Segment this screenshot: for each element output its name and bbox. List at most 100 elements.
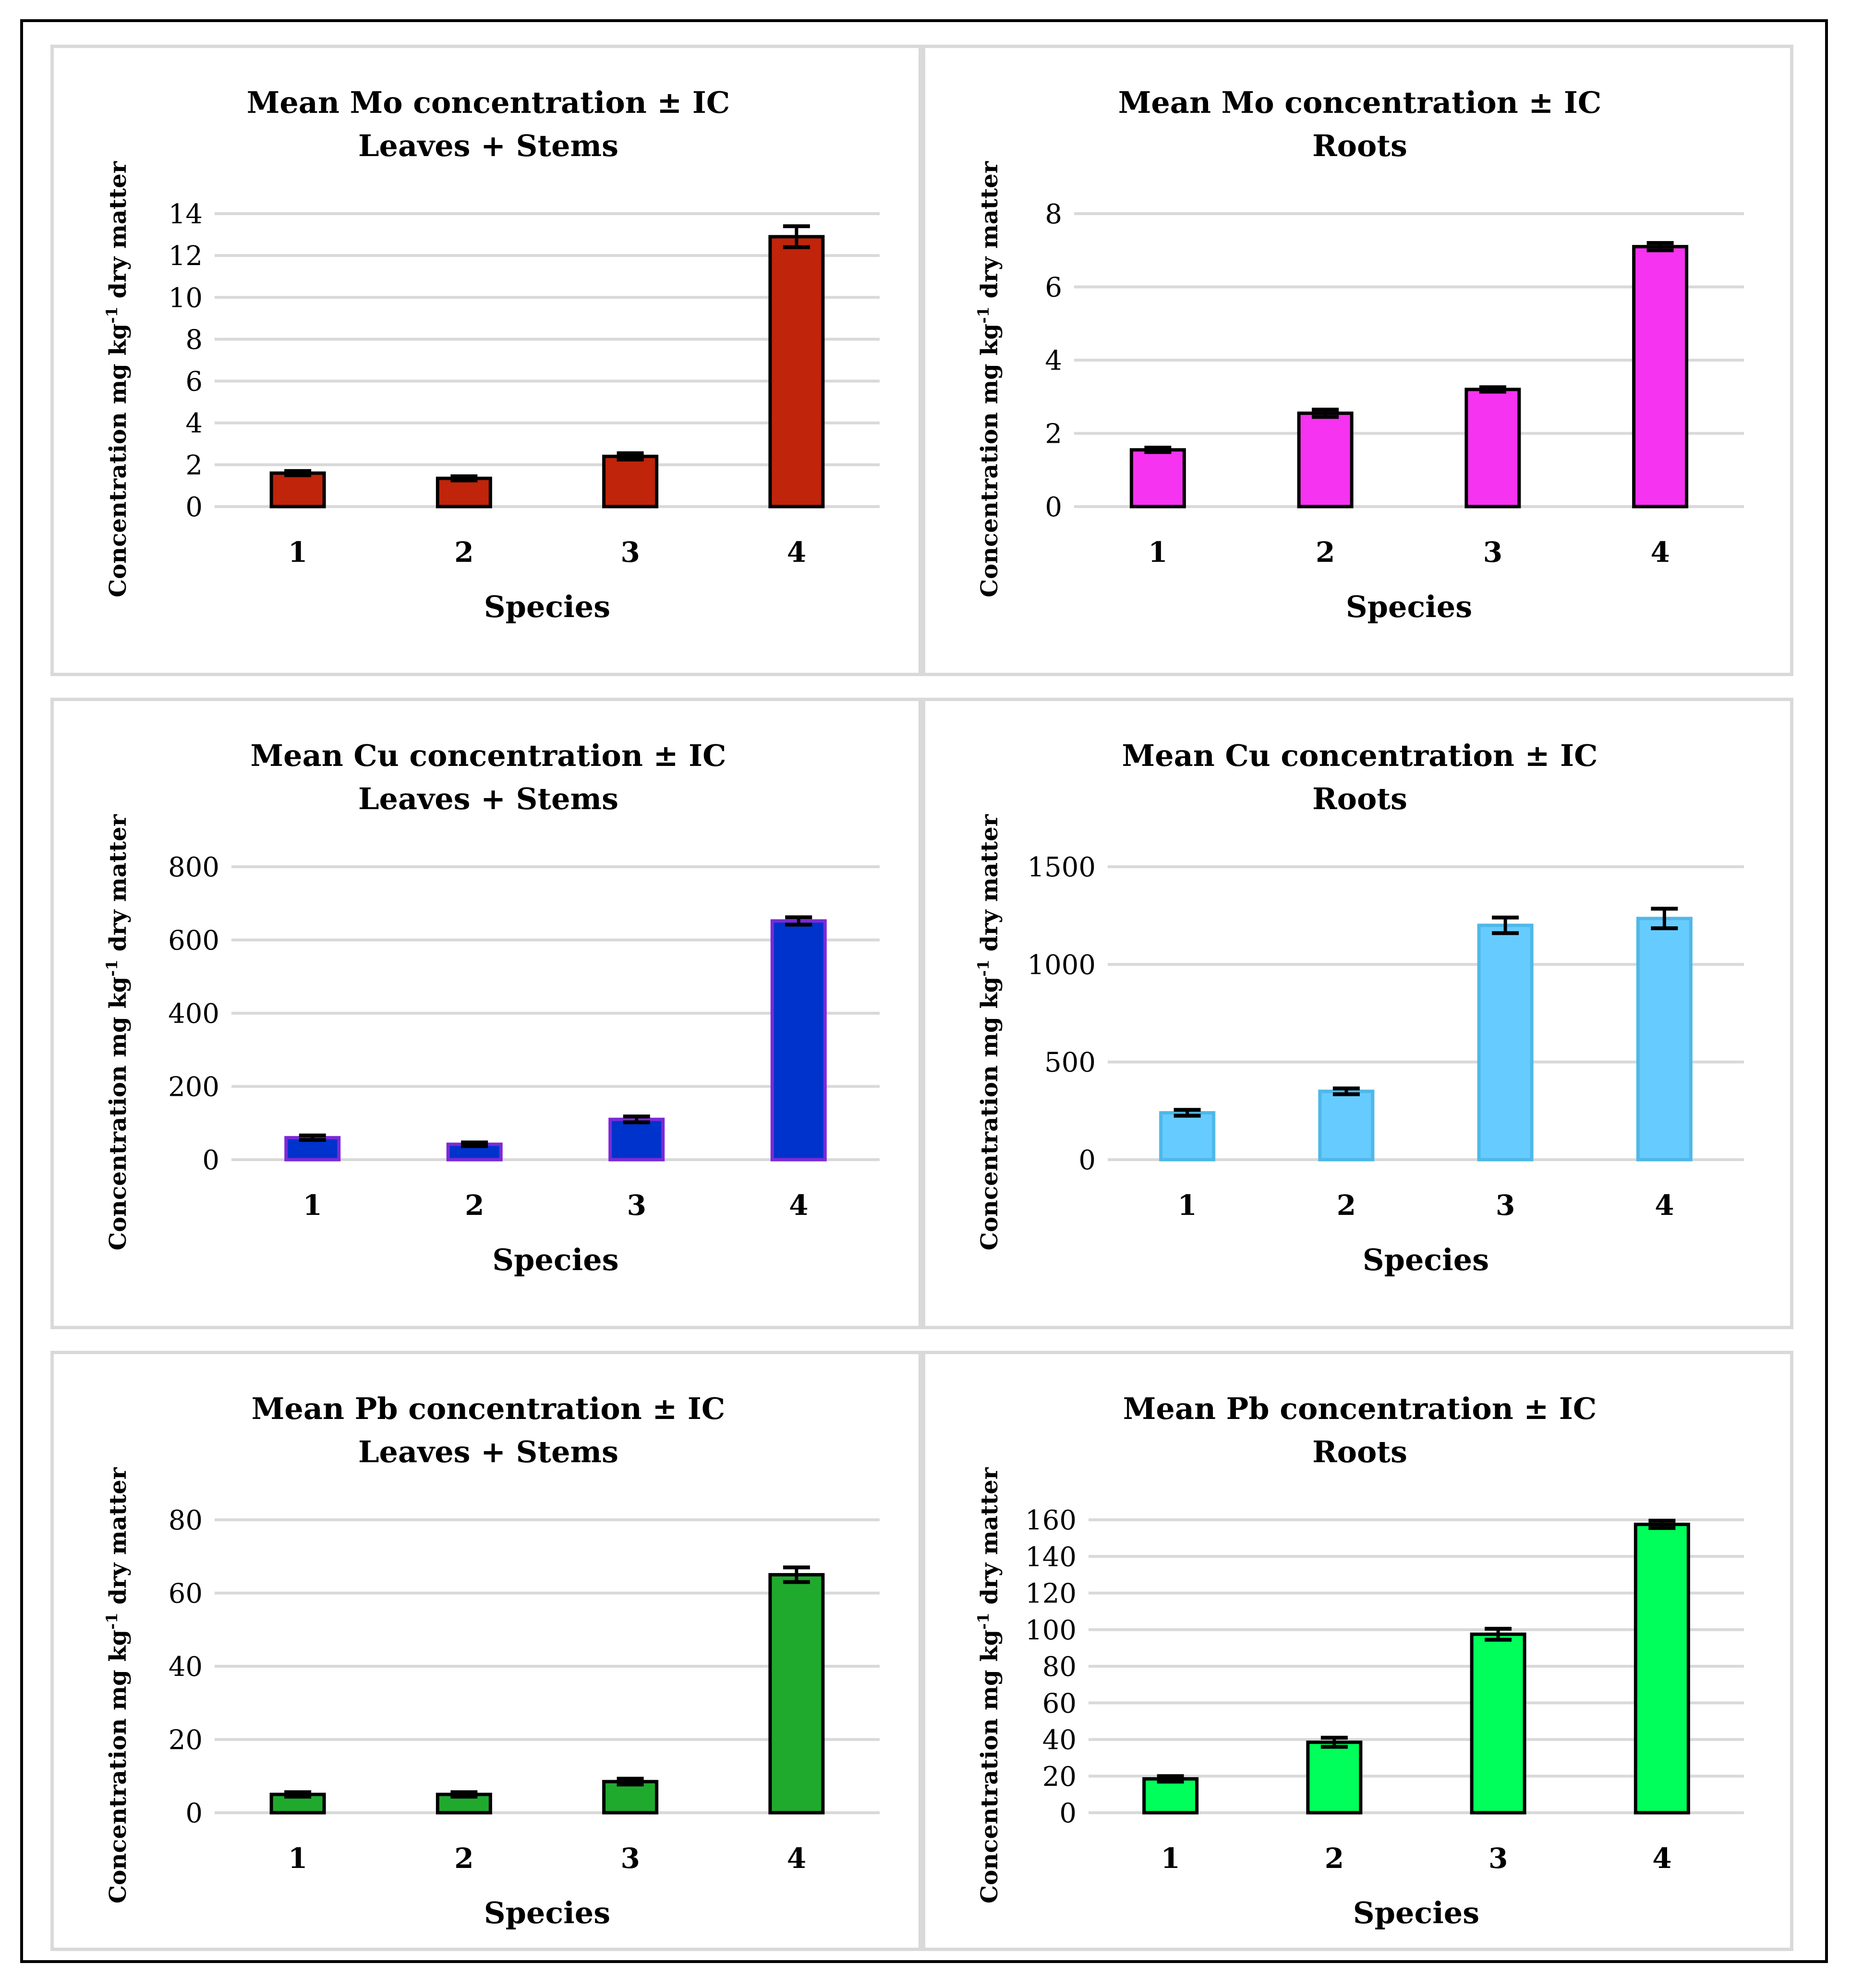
x-axis-label: Species xyxy=(484,589,610,624)
x-tick-label: 1 xyxy=(1177,1189,1197,1222)
chart-title: Mean Cu concentration ± IC xyxy=(251,738,726,773)
x-tick-label: 3 xyxy=(620,536,640,569)
bar-species-4 xyxy=(768,1573,825,1815)
x-tick-label: 4 xyxy=(1652,1842,1671,1875)
x-tick-label: 2 xyxy=(454,536,473,569)
x-axis-label: Species xyxy=(492,1242,618,1277)
chart-panel-mo-roots: Mean Mo concentration ± IC Roots 0 2 4 6 8 1 2 3 4… xyxy=(922,45,1793,676)
bar-species-4 xyxy=(770,919,827,1162)
y-tick-label: 0 xyxy=(1078,1145,1096,1176)
chart-svg: Mean Cu concentration ± IC Roots 0 500 1000 1… xyxy=(974,738,1744,1277)
y-tick-label: 40 xyxy=(169,1651,203,1683)
bar-species-1 xyxy=(269,471,326,509)
x-tick-label: 4 xyxy=(1650,536,1670,569)
chart-panel-cu-roots: Mean Cu concentration ± IC Roots 0 500 1000 1… xyxy=(922,698,1793,1329)
bar-species-4 xyxy=(1632,245,1689,509)
bar-species-2 xyxy=(1306,1740,1363,1815)
y-tick-label: 120 xyxy=(1025,1578,1077,1610)
x-tick-label: 3 xyxy=(620,1842,640,1875)
x-tick-label: 2 xyxy=(1337,1189,1356,1222)
y-axis-label: Concentration mg kg-1 dry matter xyxy=(974,1467,1003,1903)
bar-species-3 xyxy=(608,1117,665,1162)
y-axis-label: Concentration mg kg-1 dry matter xyxy=(974,161,1003,597)
x-tick-label: 2 xyxy=(465,1189,484,1222)
y-tick-label: 100 xyxy=(1025,1615,1077,1646)
y-tick-label: 6 xyxy=(1045,272,1062,303)
x-tick-label: 4 xyxy=(787,536,806,569)
x-tick-label: 2 xyxy=(1316,536,1335,569)
chart-panel-pb-leaves-stems: Mean Pb concentration ± IC Leaves + Stems… xyxy=(50,1351,922,1951)
x-axis-label: Species xyxy=(1363,1242,1489,1277)
y-tick-label: 600 xyxy=(168,925,219,957)
y-tick-label: 8 xyxy=(1045,199,1062,230)
x-tick-label: 3 xyxy=(1483,536,1502,569)
y-axis-label: Concentration mg kg-1 dry matter xyxy=(103,1467,132,1903)
chart-svg: Mean Mo concentration ± IC Leaves + Stems… xyxy=(103,85,880,624)
y-tick-label: 60 xyxy=(1042,1688,1077,1719)
y-tick-label: 0 xyxy=(185,1798,203,1829)
y-tick-label: 0 xyxy=(1059,1798,1077,1829)
chart-title: Mean Cu concentration ± IC xyxy=(1122,738,1598,773)
y-tick-label: 800 xyxy=(168,852,219,883)
y-tick-label: 20 xyxy=(1042,1761,1077,1793)
bar-species-1 xyxy=(1159,1111,1216,1162)
y-tick-label: 160 xyxy=(1025,1505,1077,1536)
y-axis-label: Concentration mg kg-1 dry matter xyxy=(103,161,132,597)
bar-species-2 xyxy=(1318,1090,1375,1162)
y-tick-label: 80 xyxy=(169,1505,203,1536)
y-axis-label: Concentration mg kg-1 dry matter xyxy=(103,814,132,1250)
y-tick-label: 200 xyxy=(168,1072,219,1103)
chart-subtitle: Leaves + Stems xyxy=(358,128,618,163)
chart-title: Mean Pb concentration ± IC xyxy=(252,1391,726,1426)
y-tick-label: 4 xyxy=(185,408,203,439)
bar-species-4 xyxy=(1636,917,1693,1162)
y-tick-label: 500 xyxy=(1044,1047,1096,1079)
chart-subtitle: Roots xyxy=(1312,128,1407,163)
y-tick-label: 0 xyxy=(202,1145,219,1176)
chart-panel-cu-leaves-stems: Mean Cu concentration ± IC Leaves + Stems… xyxy=(50,698,922,1329)
y-tick-label: 0 xyxy=(185,492,203,523)
bar-species-1 xyxy=(1142,1777,1199,1815)
bar-species-4 xyxy=(768,235,825,509)
x-tick-label: 3 xyxy=(1488,1842,1508,1875)
y-tick-label: 12 xyxy=(169,241,203,272)
chart-svg: Mean Pb concentration ± IC Leaves + Stems… xyxy=(103,1391,880,1930)
chart-title: Mean Pb concentration ± IC xyxy=(1123,1391,1597,1426)
x-axis-label: Species xyxy=(484,1895,610,1930)
y-tick-label: 140 xyxy=(1025,1541,1077,1573)
chart-subtitle: Roots xyxy=(1312,1434,1407,1469)
x-tick-label: 2 xyxy=(454,1842,473,1875)
y-tick-label: 6 xyxy=(185,366,203,398)
y-axis-label: Concentration mg kg-1 dry matter xyxy=(974,814,1003,1250)
y-tick-label: 20 xyxy=(169,1725,203,1756)
y-tick-label: 0 xyxy=(1045,492,1062,523)
chart-svg: Mean Pb concentration ± IC Roots 0 20 40 60 80… xyxy=(974,1391,1744,1930)
chart-panel-mo-leaves-stems: Mean Mo concentration ± IC Leaves + Stems… xyxy=(50,45,922,676)
x-tick-label: 4 xyxy=(789,1189,808,1222)
y-tick-label: 2 xyxy=(185,450,203,481)
x-tick-label: 1 xyxy=(288,536,307,569)
x-tick-label: 4 xyxy=(787,1842,806,1875)
chart-subtitle: Leaves + Stems xyxy=(358,1434,618,1469)
chart-panel-pb-roots: Mean Pb concentration ± IC Roots 0 20 40 60 80… xyxy=(922,1351,1793,1951)
y-tick-label: 80 xyxy=(1042,1651,1077,1683)
y-tick-label: 14 xyxy=(169,199,203,230)
chart-title: Mean Mo concentration ± IC xyxy=(1118,85,1602,120)
chart-svg: Mean Mo concentration ± IC Roots 0 2 4 6 8 1 2 3 4… xyxy=(974,85,1744,624)
x-axis-label: Species xyxy=(1346,589,1472,624)
x-tick-label: 2 xyxy=(1325,1842,1344,1875)
y-tick-label: 40 xyxy=(1042,1725,1077,1756)
y-tick-label: 1500 xyxy=(1027,852,1096,883)
bar-species-4 xyxy=(1633,1523,1690,1815)
y-tick-label: 2 xyxy=(1045,419,1062,450)
chart-title: Mean Mo concentration ± IC xyxy=(247,85,730,120)
x-tick-label: 3 xyxy=(627,1189,646,1222)
y-tick-label: 1000 xyxy=(1027,949,1096,981)
bar-species-3 xyxy=(1477,923,1534,1162)
x-tick-label: 1 xyxy=(303,1189,322,1222)
x-tick-label: 4 xyxy=(1655,1189,1674,1222)
y-tick-label: 4 xyxy=(1045,345,1062,376)
bar-species-2 xyxy=(1297,412,1354,509)
x-tick-label: 1 xyxy=(288,1842,307,1875)
bar-species-2 xyxy=(436,476,492,509)
